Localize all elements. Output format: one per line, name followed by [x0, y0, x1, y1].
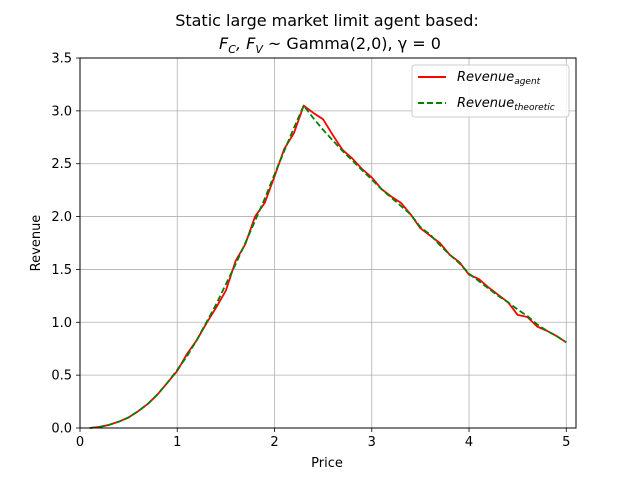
- y-tick-label: 3.5: [51, 52, 72, 67]
- y-tick-label: 1.0: [51, 316, 72, 331]
- legend-agent-base: Revenue: [457, 70, 514, 85]
- legend-label-agent: Revenueagent: [457, 70, 541, 87]
- y-axis-label: Revenue: [29, 215, 44, 272]
- x-tick-label: 2: [270, 435, 278, 450]
- chart-title-line1: Static large market limit agent based:: [175, 11, 479, 30]
- legend-agent-sub: agent: [514, 77, 540, 87]
- series-layer: [89, 104, 567, 429]
- legend-theoretic-base: Revenue: [457, 96, 514, 111]
- y-tick-label: 2.5: [51, 157, 72, 172]
- series-line-theoretic: [89, 104, 567, 429]
- x-tick-label: 3: [368, 435, 376, 450]
- chart-title-line2: FC, FV ~ Gamma(2,0), γ = 0: [219, 34, 441, 56]
- legend: Revenueagent Revenuetheoretic: [411, 64, 570, 118]
- y-tick-label: 0.0: [51, 422, 72, 437]
- y-tick-label: 2.0: [51, 210, 72, 225]
- title-distribution-text: ~ Gamma(2,0), γ = 0: [263, 34, 441, 53]
- legend-label-theoretic: Revenuetheoretic: [457, 96, 555, 113]
- title-fv-subscript: V: [255, 43, 264, 56]
- y-tick-label: 1.5: [51, 263, 72, 278]
- x-tick-label: 0: [76, 435, 84, 450]
- x-axis-label: Price: [311, 456, 343, 471]
- y-tick-label: 0.5: [51, 369, 72, 384]
- x-tick-label: 4: [465, 435, 473, 450]
- tick-layer: 0 1 2 3 4 5 0.0 0.5 1.0 1.5 2.0 2.5 3.0 3.5: [51, 52, 570, 451]
- title-fv-symbol: , F: [236, 34, 256, 53]
- legend-theoretic-sub: theoretic: [514, 103, 555, 113]
- plot-frame: [79, 57, 577, 429]
- legend-box: [411, 64, 570, 118]
- title-fc-symbol: F: [219, 34, 229, 53]
- y-tick-label: 3.0: [51, 104, 72, 119]
- x-tick-label: 1: [173, 435, 181, 450]
- x-tick-label: 5: [562, 435, 570, 450]
- title-fc-subscript: C: [228, 43, 236, 56]
